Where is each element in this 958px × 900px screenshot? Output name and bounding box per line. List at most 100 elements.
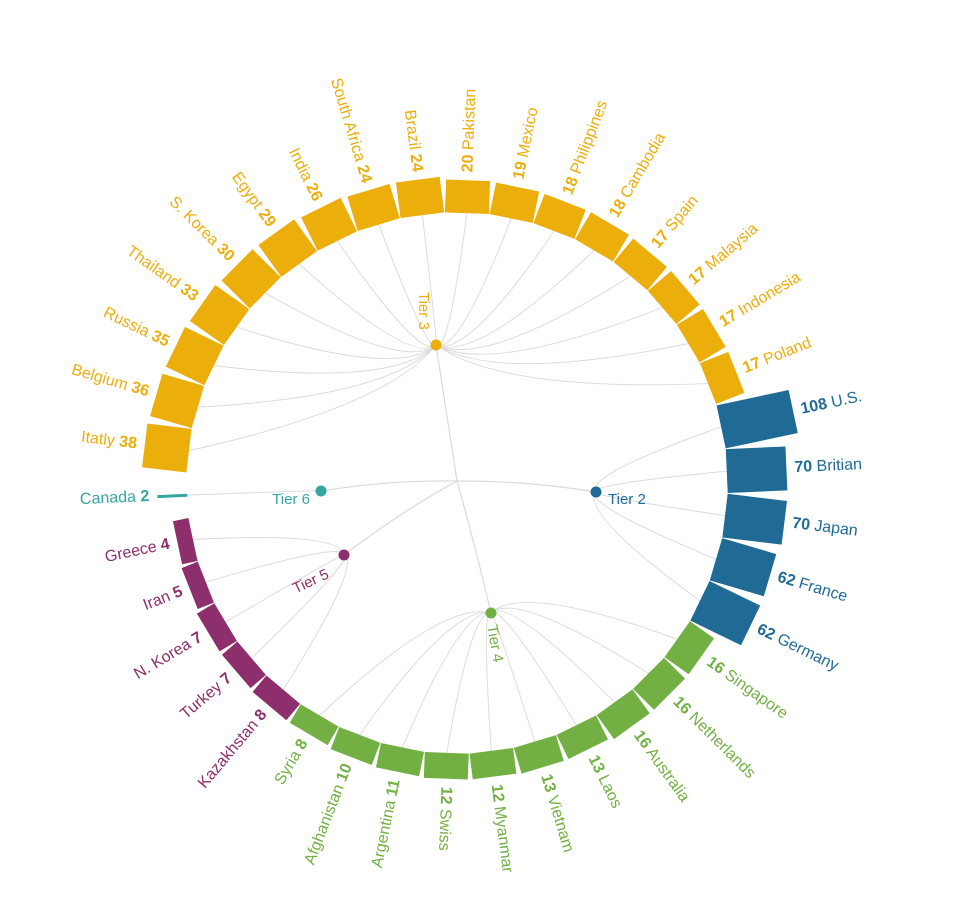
value-france: 62 xyxy=(775,569,797,590)
name-belgium: Belgium xyxy=(69,362,134,396)
label-turkey: Turkey 7 xyxy=(178,670,236,723)
link-belgium xyxy=(197,344,437,408)
name-laos: Laos xyxy=(592,769,625,812)
bar-turkey xyxy=(221,641,266,689)
label-s-korea: S. Korea 30 xyxy=(166,194,238,266)
label-netherlands: 16 Netherlands xyxy=(669,694,758,783)
name-australia: Australia xyxy=(640,742,692,805)
link-philippines xyxy=(435,230,555,347)
link-itatly xyxy=(188,344,437,452)
label-belgium: Belgium 36 xyxy=(69,362,151,401)
label-singapore: 16 Singapore xyxy=(703,654,791,723)
bar-s-korea xyxy=(221,249,281,309)
name-vietnam: Vietnam xyxy=(542,789,576,854)
name-afghanistan: Afghanistan xyxy=(302,778,350,867)
label-cambodia: 18 Cambodia xyxy=(606,130,669,221)
value-afghanistan: 10 xyxy=(334,761,356,784)
value-brazil: 24 xyxy=(406,153,425,173)
link-pakistan xyxy=(435,213,468,347)
name-indonesia: Indonesia xyxy=(732,269,804,322)
bar-argentina xyxy=(375,743,425,777)
bar-cambodia xyxy=(575,212,629,262)
value-cambodia: 18 xyxy=(606,197,630,221)
label-germany: 62 Germany xyxy=(754,621,841,675)
value-mexico: 19 xyxy=(511,160,531,181)
bar-russia xyxy=(165,326,224,386)
bar-pakistan xyxy=(444,179,491,214)
tier-6-label: Tier 6 xyxy=(272,491,310,508)
bar-canada xyxy=(157,493,188,499)
bar-n-korea xyxy=(196,603,237,652)
label-kazakhstan: Kazakhstan 8 xyxy=(195,707,270,792)
label-iran: Iran 5 xyxy=(141,583,185,614)
bar-brazil xyxy=(395,176,445,219)
name-india: India xyxy=(285,146,318,189)
bar-france xyxy=(709,538,777,597)
link-russia xyxy=(213,344,437,374)
tier-5-label: Tier 5 xyxy=(290,566,331,597)
value-laos: 13 xyxy=(584,753,607,777)
link-swiss xyxy=(446,612,492,753)
value-vietnam: 13 xyxy=(537,772,558,794)
value-philippines: 18 xyxy=(560,174,582,197)
name-pakistan: Pakistan xyxy=(460,88,479,154)
value-south-africa: 24 xyxy=(353,163,374,185)
name-turkey: Turkey xyxy=(178,676,229,723)
link-u-s xyxy=(594,426,722,493)
label-australia: 16 Australia xyxy=(630,728,693,806)
label-philippines: 18 Philippines xyxy=(560,98,612,197)
link-spain xyxy=(435,275,631,351)
name-n-korea: N. Korea xyxy=(131,634,198,683)
link-argentina xyxy=(402,612,492,748)
bar-thailand xyxy=(189,285,250,346)
label-myanmar: 12 Myanmar xyxy=(487,783,515,874)
name-greece: Greece xyxy=(103,538,162,567)
label-brazil: Brazil 24 xyxy=(401,109,426,173)
name-egypt: Egypt xyxy=(228,169,268,216)
tier-nodes: Tier 2 Tier 3 Tier 4 Tier 5 Tier 6 xyxy=(272,292,646,664)
link-netherlands xyxy=(490,607,649,674)
value-britian: 70 xyxy=(794,459,813,477)
value-belgium: 36 xyxy=(129,379,151,400)
bar-germany xyxy=(690,581,761,646)
tier-3-node xyxy=(430,339,442,351)
label-malaysia: 17 Malaysia xyxy=(686,220,762,288)
name-kazakhstan: Kazakhstan xyxy=(195,713,265,791)
link-germany xyxy=(593,491,701,602)
tier-4-node xyxy=(485,607,497,619)
link-indonesia xyxy=(435,343,689,365)
name-singapore: Singapore xyxy=(718,664,791,723)
tier-links xyxy=(187,213,727,753)
value-u-s: 108 xyxy=(799,396,829,418)
bar-netherlands xyxy=(633,657,686,710)
name-argentina: Argentina xyxy=(369,794,400,869)
country-bars xyxy=(142,176,798,780)
link-mexico xyxy=(435,218,512,347)
link-n-korea xyxy=(225,554,345,623)
label-poland: 17 Poland xyxy=(741,335,814,377)
link-s-korea xyxy=(265,292,437,353)
value-myanmar: 12 xyxy=(487,783,506,803)
value-india: 26 xyxy=(302,181,325,205)
trunk-link-tier-4 xyxy=(456,480,492,614)
label-egypt: Egypt 29 xyxy=(228,169,279,230)
bar-south-africa xyxy=(347,183,400,231)
tier-4-label: Tier 4 xyxy=(483,623,506,663)
value-russia: 35 xyxy=(149,328,173,351)
value-poland: 17 xyxy=(741,355,764,377)
name-canada: Canada xyxy=(80,489,141,509)
label-south-africa: South Africa 24 xyxy=(327,76,375,185)
name-britian: Britian xyxy=(812,456,862,475)
name-cambodia: Cambodia xyxy=(615,130,669,205)
name-germany: Germany xyxy=(770,629,841,675)
name-thailand: Thailand xyxy=(123,243,187,295)
trunk-link-tier-5 xyxy=(343,480,458,556)
bar-singapore xyxy=(664,621,715,675)
label-mexico: 19 Mexico xyxy=(511,106,542,181)
name-netherlands: Netherlands xyxy=(682,706,758,782)
trunk-link-tier-3 xyxy=(435,344,458,482)
bar-laos xyxy=(556,715,608,760)
label-swiss: 12 Swiss xyxy=(435,786,454,851)
name-philippines: Philippines xyxy=(566,98,611,180)
label-canada: Canada 2 xyxy=(80,488,150,508)
